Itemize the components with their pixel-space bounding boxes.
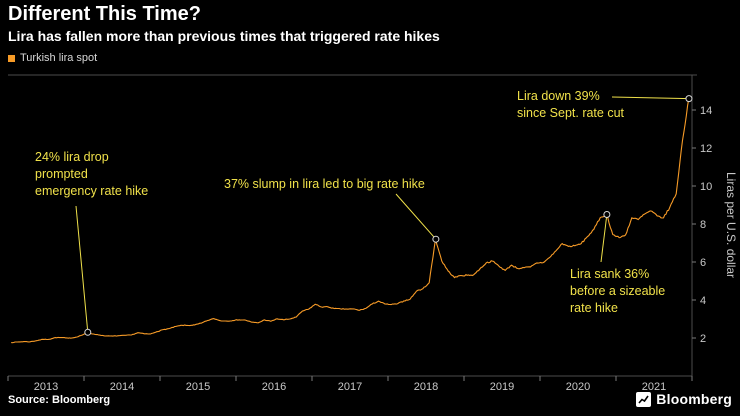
legend-swatch bbox=[8, 54, 15, 62]
y-axis-tick-label: 10 bbox=[700, 181, 712, 193]
annotation-text-line: rate hike bbox=[570, 301, 618, 315]
x-axis-year-label: 2016 bbox=[262, 381, 286, 393]
source-credit: Source: Bloomberg bbox=[8, 394, 111, 406]
x-axis-year-label: 2013 bbox=[34, 381, 58, 393]
x-axis-year-label: 2015 bbox=[186, 381, 210, 393]
bloomberg-chart-icon bbox=[636, 391, 652, 407]
annotation-marker bbox=[84, 328, 92, 336]
legend-label: Turkish lira spot bbox=[20, 52, 98, 64]
x-axis-year-label: 2017 bbox=[338, 381, 362, 393]
annotation-connector bbox=[395, 193, 437, 240]
bloomberg-logo: Bloomberg bbox=[636, 391, 732, 407]
annotation-emergency-rate-hike: 24% lira drop prompted emergency rate hike bbox=[35, 149, 148, 200]
annotation-connector bbox=[75, 205, 89, 333]
x-axis-year-label: 2020 bbox=[566, 381, 590, 393]
annotation-marker bbox=[432, 235, 440, 243]
annotation-text-line: Lira down 39% bbox=[517, 89, 600, 103]
y-axis-title: Liras per U.S. dollar bbox=[724, 172, 738, 279]
annotation-marker bbox=[603, 211, 611, 218]
chart-title: Different This Time? bbox=[8, 3, 201, 25]
annotation-sizeable-rate-hike: Lira sank 36% before a sizeable rate hike bbox=[570, 266, 665, 317]
annotation-text-line: 24% lira drop bbox=[35, 150, 109, 164]
x-axis-year-label: 2019 bbox=[490, 381, 514, 393]
annotation-sept-rate-cut: Lira down 39% since Sept. rate cut bbox=[517, 88, 624, 122]
x-axis-year-label: 2014 bbox=[110, 381, 134, 393]
annotation-text-line: Lira sank 36% bbox=[570, 267, 650, 281]
y-axis-tick-label: 2 bbox=[700, 333, 706, 345]
x-axis-year-label: 2021 bbox=[642, 381, 666, 393]
y-axis-tick-label: 14 bbox=[700, 105, 712, 117]
annotation-connector bbox=[611, 96, 689, 100]
annotation-text-line: emergency rate hike bbox=[35, 184, 149, 198]
chart-subtitle: Lira has fallen more than previous times… bbox=[8, 28, 440, 44]
legend: Turkish lira spot bbox=[8, 52, 97, 64]
bloomberg-wordmark: Bloomberg bbox=[656, 391, 732, 407]
y-axis-tick-label: 6 bbox=[700, 257, 706, 269]
x-axis-year-label: 2018 bbox=[414, 381, 438, 393]
series-line-turkish-lira-spot bbox=[11, 98, 690, 344]
annotation-text-line: prompted bbox=[35, 167, 88, 181]
y-axis-tick-label: 8 bbox=[700, 219, 706, 231]
y-axis-tick-label: 12 bbox=[700, 143, 712, 155]
annotation-connector bbox=[600, 214, 608, 263]
annotation-text-line: 37% slump in lira led to big rate hike bbox=[224, 177, 425, 191]
annotation-text-line: since Sept. rate cut bbox=[517, 106, 625, 120]
annotation-big-rate-hike: 37% slump in lira led to big rate hike bbox=[224, 176, 425, 193]
y-axis-tick-label: 4 bbox=[700, 295, 706, 307]
annotation-marker bbox=[685, 95, 693, 103]
annotation-text-line: before a sizeable bbox=[570, 284, 666, 298]
